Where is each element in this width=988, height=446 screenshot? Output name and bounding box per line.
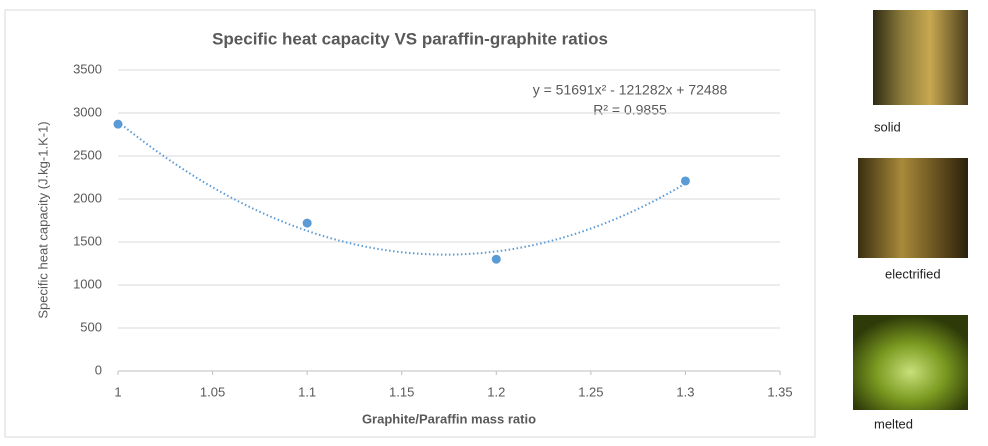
photo-caption: electrified: [885, 266, 941, 281]
y-tick-label: 2500: [73, 147, 102, 162]
y-tick-label: 1500: [73, 233, 102, 248]
data-point: [113, 119, 123, 129]
y-tick-label: 3500: [73, 61, 102, 76]
trendline-equation: y = 51691x² - 121282x + 72488: [533, 82, 728, 98]
x-tick-label: 1.05: [200, 384, 225, 399]
y-tick-label: 1000: [73, 276, 102, 291]
y-tick-label: 0: [95, 362, 102, 377]
chart: Specific heat capacity VS paraffin-graph…: [35, 29, 727, 426]
data-point: [680, 176, 690, 186]
x-tick-label: 1.3: [676, 384, 694, 399]
y-axis-title: Specific heat capacity (J.kg-1.K-1): [35, 121, 50, 318]
y-tick-label: 500: [80, 319, 102, 334]
trendline: [117, 120, 686, 256]
x-tick-label: 1.25: [578, 384, 603, 399]
photos: solid electrified melted: [853, 10, 968, 431]
x-axis-title: Graphite/Paraffin mass ratio: [362, 411, 536, 426]
photo-electrified: [858, 158, 968, 258]
r-squared: R² = 0.9855: [593, 102, 667, 118]
data-point: [491, 254, 501, 264]
x-tick-label: 1: [114, 384, 121, 399]
y-tick-label: 2000: [73, 190, 102, 205]
x-tick-label: 1.15: [389, 384, 414, 399]
x-tick-label: 1.1: [298, 384, 316, 399]
chart-frame: [4, 9, 816, 438]
photo-caption: solid: [874, 119, 901, 134]
x-tick-label: 1.2: [487, 384, 505, 399]
x-tick-label: 1.35: [767, 384, 792, 399]
data-point: [302, 218, 312, 228]
chart-title: Specific heat capacity VS paraffin-graph…: [212, 29, 608, 48]
photo-solid: [873, 10, 968, 105]
photo-caption: melted: [874, 416, 913, 431]
y-tick-label: 3000: [73, 104, 102, 119]
photo-melted: [853, 315, 968, 410]
